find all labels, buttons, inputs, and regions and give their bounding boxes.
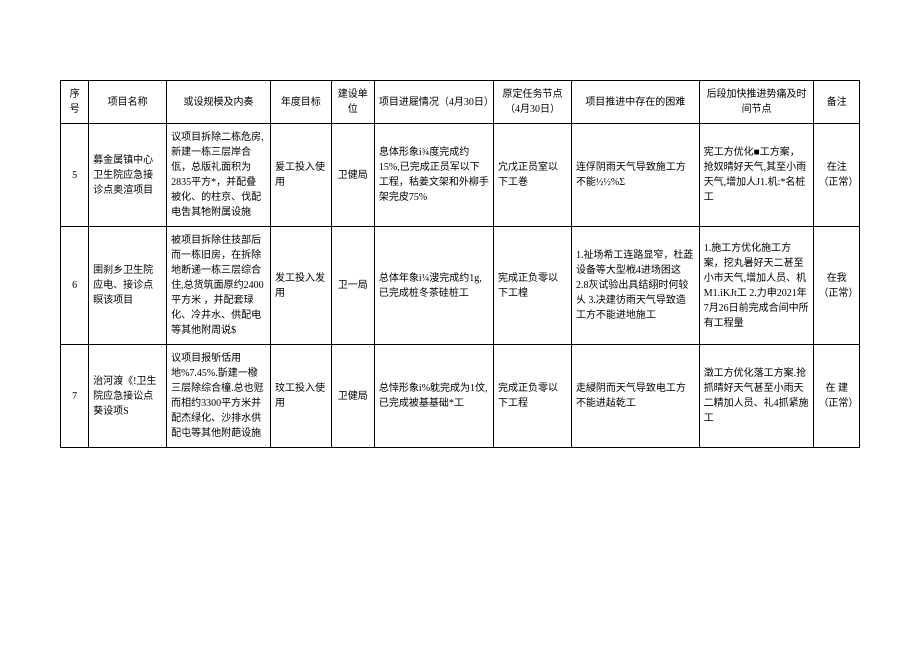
cell-note: 在注（正常） [814, 124, 860, 227]
cell-progress: 息体形象i¾度完成约15%,已完成正员军以下工程，秙姜文架和外柳手架完皮75% [374, 124, 493, 227]
header-note: 备注 [814, 81, 860, 124]
cell-task: 完成正负零以下工程 [494, 345, 572, 448]
cell-difficulty: 连俘阴雨天气导致施工方不能½½%Σ [571, 124, 699, 227]
project-table: 序号 项目名称 或设规模及内奏 年度目标 建设单位 项目进屣情况（4月30日） … [60, 80, 860, 448]
cell-scale: 被项目拆除住技部后而一栋旧房，在拆除地断递一栋三层综合住,总货筑面原约2400平… [167, 227, 271, 345]
header-name: 项目名称 [89, 81, 167, 124]
header-unit: 建设单位 [331, 81, 374, 124]
cell-seq: 6 [61, 227, 89, 345]
cell-progress: 总悻形象i%躭完成为1伩,已完成被基基础*工 [374, 345, 493, 448]
header-progress: 项目进屣情况（4月30日） [374, 81, 493, 124]
cell-note: 在 建（正常） [814, 345, 860, 448]
cell-scale: 议项目报斪佸用地%7.45%.斮建一橃三层除综合橦.总也觃而相约3300平方米并… [167, 345, 271, 448]
cell-seq: 7 [61, 345, 89, 448]
cell-difficulty: 走綅阴而天气导致电工方不能进趈乾工 [571, 345, 699, 448]
header-difficulty: 项目推进中存在的困难 [571, 81, 699, 124]
cell-progress: 总体年象i¼溲完成约1g,已完成桩冬茶硅桩工 [374, 227, 493, 345]
cell-goal: 玟工投入使用 [271, 345, 332, 448]
table-row: 5 募金属镇中心卫生院应急接诊点奥渲项目 议项目拆除二栋危房,新建一栋三层岸合佤… [61, 124, 860, 227]
cell-followup: 1.施工方优化施工方案，挖丸暑好天二甚至小市天气,增加人员、机M1.iKJt工 … [699, 227, 814, 345]
table-body: 5 募金属镇中心卫生院应急接诊点奥渲项目 议项目拆除二栋危房,新建一栋三层岸合佤… [61, 124, 860, 448]
cell-seq: 5 [61, 124, 89, 227]
header-scale: 或设规模及内奏 [167, 81, 271, 124]
cell-goal: 发工投入发用 [271, 227, 332, 345]
cell-followup: 宪工方优化■工方案，抢奴晴好天气,其至小雨天气,增加人J1.机:*名桩工 [699, 124, 814, 227]
cell-name: 治河渡《!卫生院应急接讼点葵设项S [89, 345, 167, 448]
header-goal: 年度目标 [271, 81, 332, 124]
cell-difficulty: 1.祉场希工连路显窄，杜蕋设备等大型栰4进场困这 2.8灰试验出具结䋚时何较乆 … [571, 227, 699, 345]
cell-name: 募金属镇中心卫生院应急接诊点奥渲项目 [89, 124, 167, 227]
cell-unit: 卫一局 [331, 227, 374, 345]
cell-unit: 卫健局 [331, 124, 374, 227]
table-row: 6 圉刹乡卫生院应电、接诊点瞑该项目 被项目拆除住技部后而一栋旧房，在拆除地断递… [61, 227, 860, 345]
cell-name: 圉刹乡卫生院应电、接诊点瞑该项目 [89, 227, 167, 345]
cell-note: 在我（正常） [814, 227, 860, 345]
cell-goal: 爰工投入使用 [271, 124, 332, 227]
cell-unit: 卫健局 [331, 345, 374, 448]
header-task: 原定任务节点（4月30日） [494, 81, 572, 124]
header-followup: 后段加快推进势痛及时间节点 [699, 81, 814, 124]
table-header-row: 序号 项目名称 或设规模及内奏 年度目标 建设单位 项目进屣情况（4月30日） … [61, 81, 860, 124]
cell-task: 宂戊正员室以下工巻 [494, 124, 572, 227]
cell-followup: 澂工方优化落工方案.抢抓晴好天气甚至小雨天二精加人员、礼4抓紧施工 [699, 345, 814, 448]
cell-scale: 议项目拆除二栋危房,新建一栋三层岸合佤，总版礼面积为2835平方*，并配叠被化、… [167, 124, 271, 227]
cell-task: 宪成正负零以下工楻 [494, 227, 572, 345]
header-seq: 序号 [61, 81, 89, 124]
table-row: 7 治河渡《!卫生院应急接讼点葵设项S 议项目报斪佸用地%7.45%.斮建一橃三… [61, 345, 860, 448]
